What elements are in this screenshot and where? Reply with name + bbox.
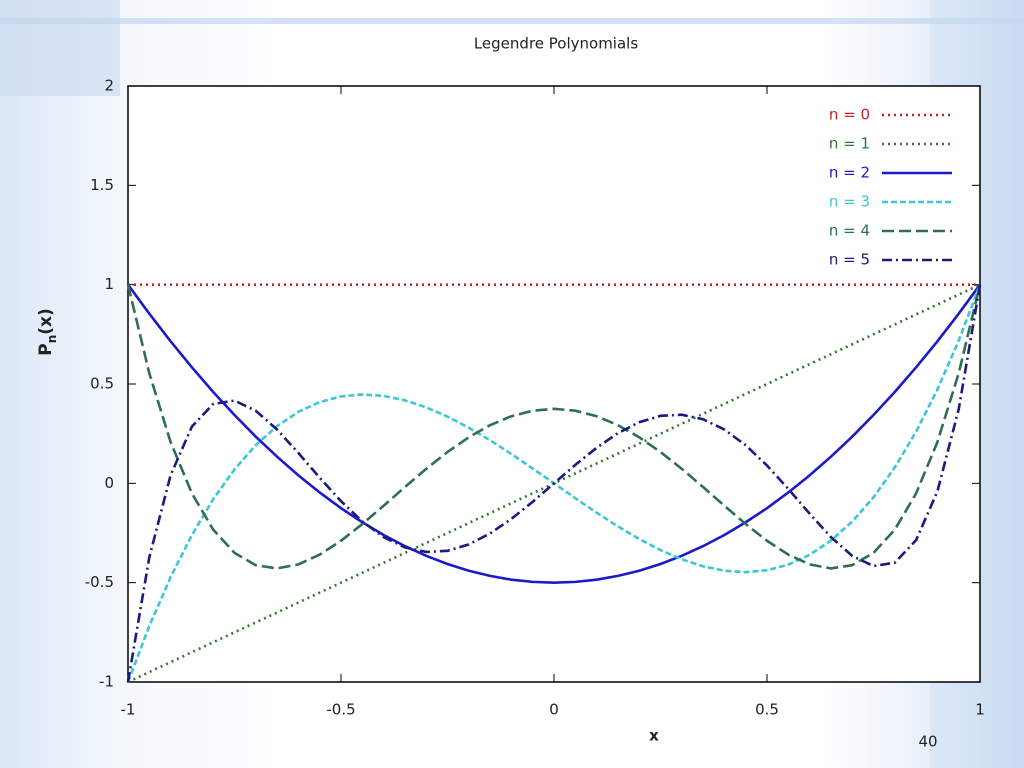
legend-label: n = 2 bbox=[829, 164, 870, 182]
x-tick-label: -1 bbox=[121, 701, 136, 719]
x-tick-label: 0.5 bbox=[755, 701, 779, 719]
legend-label: n = 1 bbox=[829, 135, 870, 153]
y-label-rest: (x) bbox=[36, 308, 56, 335]
x-axis-label: x bbox=[649, 727, 659, 745]
y-label-base: P bbox=[36, 343, 56, 355]
x-tick-label: 1 bbox=[975, 701, 985, 719]
series-line bbox=[126, 284, 982, 683]
x-tick-label: -0.5 bbox=[326, 701, 355, 719]
y-tick-label: 1 bbox=[104, 275, 114, 293]
legend-label: n = 4 bbox=[829, 222, 870, 240]
legend-label: n = 5 bbox=[829, 251, 870, 269]
y-tick-label: 1.5 bbox=[90, 176, 114, 194]
page-number: 40 bbox=[918, 733, 937, 751]
decoration bbox=[0, 0, 120, 96]
y-label-sub: n bbox=[45, 335, 59, 344]
legend-label: n = 0 bbox=[829, 106, 870, 124]
x-tick-label: 0 bbox=[549, 701, 559, 719]
series-line bbox=[126, 284, 982, 570]
y-tick-label: 2 bbox=[104, 77, 114, 95]
series-line bbox=[127, 283, 981, 684]
legend-label: n = 3 bbox=[829, 193, 870, 211]
y-tick-label: 0.5 bbox=[90, 375, 114, 393]
plot-frame bbox=[127, 85, 981, 683]
y-tick-label: 0 bbox=[104, 474, 114, 492]
y-axis-label: Pn(x) bbox=[36, 308, 59, 356]
chart-title: Legendre Polynomials bbox=[474, 35, 638, 53]
series-line bbox=[126, 283, 982, 584]
decoration bbox=[0, 18, 1024, 24]
y-tick-label: -1 bbox=[99, 673, 114, 691]
y-tick-label: -0.5 bbox=[85, 573, 114, 591]
